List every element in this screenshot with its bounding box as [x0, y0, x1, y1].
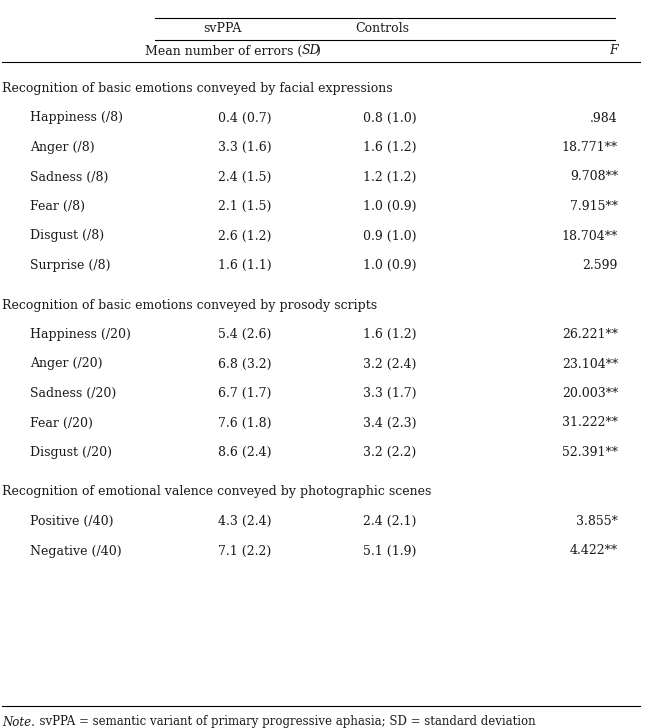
- Text: 23.104**: 23.104**: [562, 357, 618, 371]
- Text: Disgust (/8): Disgust (/8): [30, 229, 104, 242]
- Text: svPPA = semantic variant of primary progressive aphasia; SD = standard deviation: svPPA = semantic variant of primary prog…: [32, 716, 536, 728]
- Text: Anger (/8): Anger (/8): [30, 141, 95, 154]
- Text: 52.391**: 52.391**: [562, 446, 618, 459]
- Text: Sadness (/8): Sadness (/8): [30, 170, 108, 183]
- Text: Fear (/20): Fear (/20): [30, 416, 93, 430]
- Text: 6.8 (3.2): 6.8 (3.2): [218, 357, 271, 371]
- Text: 2.599: 2.599: [583, 259, 618, 272]
- Text: 4.422**: 4.422**: [570, 545, 618, 558]
- Text: 1.6 (1.2): 1.6 (1.2): [364, 328, 417, 341]
- Text: 0.4 (0.7): 0.4 (0.7): [218, 111, 271, 124]
- Text: 7.915**: 7.915**: [570, 200, 618, 213]
- Text: Recognition of basic emotions conveyed by prosody scripts: Recognition of basic emotions conveyed b…: [2, 298, 377, 312]
- Text: 20.003**: 20.003**: [562, 387, 618, 400]
- Text: 2.1 (1.5): 2.1 (1.5): [218, 200, 271, 213]
- Text: Anger (/20): Anger (/20): [30, 357, 103, 371]
- Text: 3.3 (1.6): 3.3 (1.6): [218, 141, 272, 154]
- Text: 3.3 (1.7): 3.3 (1.7): [364, 387, 417, 400]
- Text: 18.771**: 18.771**: [562, 141, 618, 154]
- Text: 2.4 (1.5): 2.4 (1.5): [218, 170, 271, 183]
- Text: 31.222**: 31.222**: [562, 416, 618, 430]
- Text: 18.704**: 18.704**: [562, 229, 618, 242]
- Text: Fear (/8): Fear (/8): [30, 200, 85, 213]
- Text: 1.0 (0.9): 1.0 (0.9): [364, 259, 417, 272]
- Text: Happiness (/8): Happiness (/8): [30, 111, 123, 124]
- Text: 9.708**: 9.708**: [570, 170, 618, 183]
- Text: Controls: Controls: [355, 23, 409, 36]
- Text: 5.1 (1.9): 5.1 (1.9): [364, 545, 417, 558]
- Text: Positive (/40): Positive (/40): [30, 515, 113, 528]
- Text: 26.221**: 26.221**: [562, 328, 618, 341]
- Text: ): ): [315, 44, 320, 58]
- Text: 1.2 (1.2): 1.2 (1.2): [364, 170, 417, 183]
- Text: 7.6 (1.8): 7.6 (1.8): [218, 416, 271, 430]
- Text: F: F: [610, 44, 618, 58]
- Text: 3.4 (2.3): 3.4 (2.3): [364, 416, 417, 430]
- Text: 5.4 (2.6): 5.4 (2.6): [218, 328, 271, 341]
- Text: Recognition of basic emotions conveyed by facial expressions: Recognition of basic emotions conveyed b…: [2, 82, 393, 95]
- Text: .984: .984: [590, 111, 618, 124]
- Text: 3.2 (2.4): 3.2 (2.4): [364, 357, 417, 371]
- Text: Note.: Note.: [2, 716, 35, 728]
- Text: 3.2 (2.2): 3.2 (2.2): [364, 446, 417, 459]
- Text: 0.9 (1.0): 0.9 (1.0): [364, 229, 417, 242]
- Text: 1.6 (1.1): 1.6 (1.1): [218, 259, 272, 272]
- Text: 1.6 (1.2): 1.6 (1.2): [364, 141, 417, 154]
- Text: SD: SD: [302, 44, 321, 58]
- Text: Disgust (/20): Disgust (/20): [30, 446, 112, 459]
- Text: 2.4 (2.1): 2.4 (2.1): [364, 515, 417, 528]
- Text: Surprise (/8): Surprise (/8): [30, 259, 111, 272]
- Text: 6.7 (1.7): 6.7 (1.7): [218, 387, 271, 400]
- Text: Sadness (/20): Sadness (/20): [30, 387, 116, 400]
- Text: 0.8 (1.0): 0.8 (1.0): [364, 111, 417, 124]
- Text: 7.1 (2.2): 7.1 (2.2): [218, 545, 271, 558]
- Text: 2.6 (1.2): 2.6 (1.2): [218, 229, 271, 242]
- Text: 3.855*: 3.855*: [576, 515, 618, 528]
- Text: Happiness (/20): Happiness (/20): [30, 328, 131, 341]
- Text: Recognition of emotional valence conveyed by photographic scenes: Recognition of emotional valence conveye…: [2, 486, 432, 499]
- Text: Negative (/40): Negative (/40): [30, 545, 121, 558]
- Text: 1.0 (0.9): 1.0 (0.9): [364, 200, 417, 213]
- Text: 8.6 (2.4): 8.6 (2.4): [218, 446, 271, 459]
- Text: Mean number of errors (: Mean number of errors (: [145, 44, 302, 58]
- Text: svPPA: svPPA: [203, 23, 241, 36]
- Text: 4.3 (2.4): 4.3 (2.4): [218, 515, 271, 528]
